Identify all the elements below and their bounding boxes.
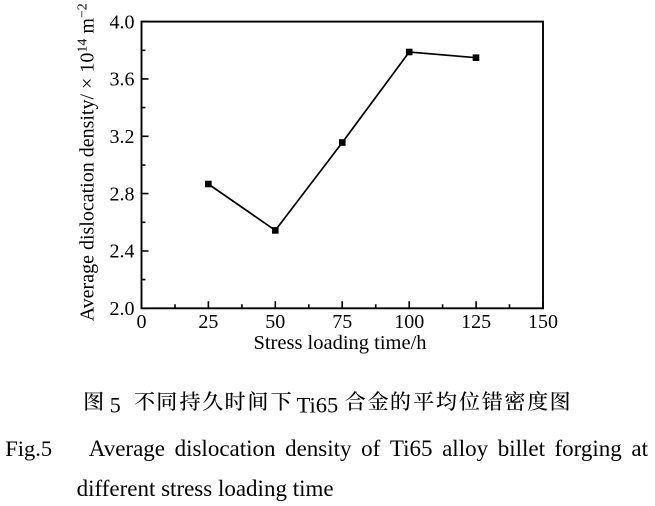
svg-text:Ti65: Ti65	[297, 393, 339, 418]
svg-text:at: at	[631, 436, 648, 461]
svg-text:Fig.5: Fig.5	[5, 436, 52, 461]
svg-text:2.0: 2.0	[110, 298, 135, 320]
svg-text:density: density	[285, 436, 352, 461]
svg-text:different stress loading time: different stress loading time	[77, 476, 334, 501]
svg-text:2.8: 2.8	[110, 183, 135, 205]
svg-text:75: 75	[332, 311, 352, 333]
svg-text:Average: Average	[89, 436, 165, 461]
svg-text:5: 5	[110, 393, 121, 418]
svg-text:4.0: 4.0	[110, 11, 135, 33]
svg-text:dislocation: dislocation	[175, 436, 276, 461]
svg-text:3.2: 3.2	[110, 126, 135, 148]
svg-text:150: 150	[528, 311, 558, 333]
svg-text:0: 0	[137, 311, 147, 333]
svg-text:100: 100	[394, 311, 424, 333]
svg-text:forging: forging	[555, 436, 623, 461]
svg-text:Ti65: Ti65	[390, 436, 433, 461]
svg-text:Average dislocation density/ ×: Average dislocation density/ × 1014 m−2	[76, 3, 99, 321]
svg-text:50: 50	[265, 311, 285, 333]
svg-text:3.6: 3.6	[110, 69, 135, 91]
svg-text:of: of	[361, 436, 381, 461]
svg-text:alloy: alloy	[442, 436, 488, 461]
svg-text:Stress loading time/h: Stress loading time/h	[253, 332, 426, 354]
svg-text:25: 25	[198, 311, 218, 333]
svg-text:125: 125	[461, 311, 491, 333]
svg-text:billet: billet	[498, 436, 546, 461]
svg-text:2.4: 2.4	[110, 241, 135, 263]
